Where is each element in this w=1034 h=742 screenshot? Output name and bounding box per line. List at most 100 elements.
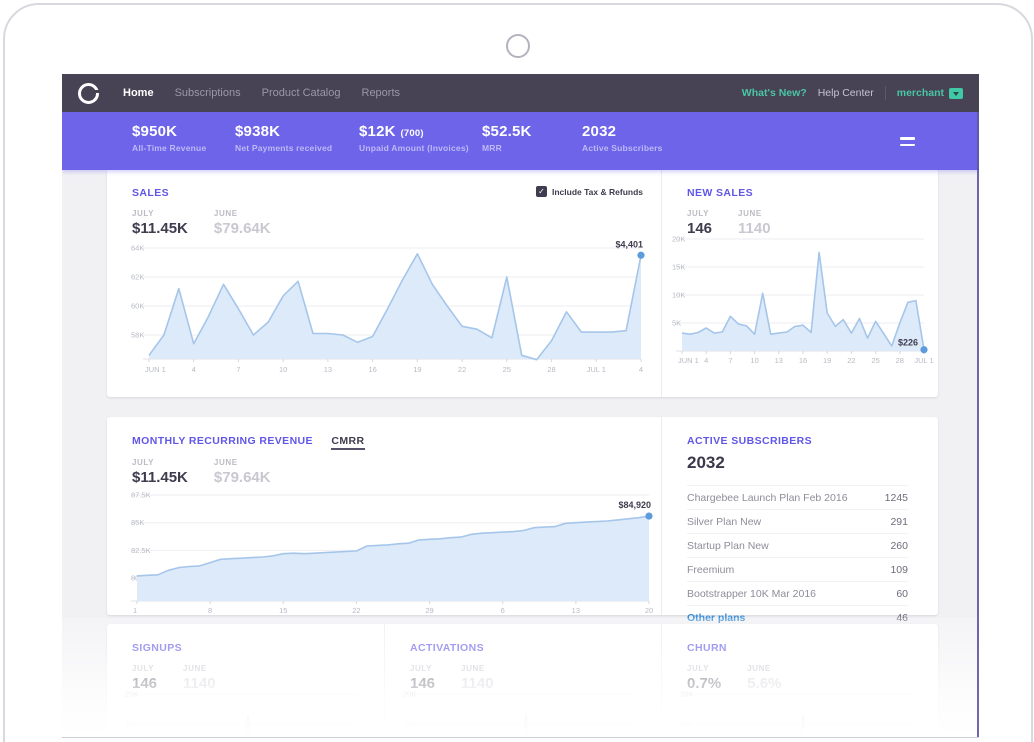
sales-card-row: SALES ✓ Include Tax & Refunds JULY $11.4… [107,169,938,397]
plan-row-bootstrapper-10k-mar-2016[interactable]: Bootstrapper 10K Mar 2016 60 [687,581,908,605]
new-sales-june-label: JUNE [738,209,762,218]
activations-title: ACTIVATIONS [410,642,485,654]
svg-text:15K: 15K [672,263,685,272]
svg-text:19: 19 [823,356,831,365]
svg-text:$4,401: $4,401 [615,239,643,249]
active-subscribers-total: 2032 [687,453,725,472]
sales-july-label: JULY [132,209,155,218]
include-tax-label: Include Tax & Refunds [552,186,643,197]
svg-text:16: 16 [799,356,807,365]
mrr-month-values: JULY $11.45K JUNE $79.64K [132,458,661,486]
nav-item-product-catalog[interactable]: Product Catalog [261,87,341,99]
svg-text:$226: $226 [898,338,918,348]
churn-chart: 20K 15K [680,686,920,737]
sales-section: SALES ✓ Include Tax & Refunds JULY $11.4… [107,169,661,397]
svg-text:15K: 15K [125,720,138,729]
sales-june-label: JUNE [213,209,238,218]
svg-text:JUL 1: JUL 1 [914,356,933,365]
stat-net-payments-received: $938K Net Payments received [235,123,333,153]
nav-item-subscriptions[interactable]: Subscriptions [174,87,241,99]
svg-text:13: 13 [324,365,332,374]
mrr-title: MONTHLY RECURRING REVENUE [132,435,313,447]
new-sales-july-label: JULY [687,209,710,218]
mrr-july-label: JULY [132,458,155,467]
stat-all-time-revenue: $950K All-Time Revenue [132,123,207,153]
svg-text:20K: 20K [680,690,693,699]
svg-text:22: 22 [352,606,360,615]
signups-title: SIGNUPS [132,642,183,654]
svg-text:85K: 85K [131,518,144,527]
stat-unpaid-amount-invoices: $12K (700) Unpaid Amount (Invoices) [359,123,469,153]
chargebee-logo-icon[interactable] [78,82,99,104]
nav-item-home[interactable]: Home [123,87,154,99]
svg-text:64K: 64K [131,244,144,253]
tablet-frame: Home Subscriptions Product Catalog Reports … [3,3,1033,742]
svg-text:58K: 58K [131,331,144,340]
cmrr-tab[interactable]: CMRR [331,435,365,450]
top-nav: Home Subscriptions Product Catalog Reports … [62,74,979,112]
svg-text:16: 16 [368,365,376,374]
sales-month-values: JULY $11.45K JUNE $79.64K [132,209,661,237]
new-sales-chart: 20K 15K 10K 5K JUN 1 4 7 10 13 16 19 22 25 28 JUL 1 $22… [670,231,934,369]
svg-text:JUL 1: JUL 1 [587,365,606,374]
nav-divider [884,86,886,100]
menu-equals-icon[interactable] [900,137,915,150]
svg-text:20K: 20K [672,235,685,244]
mrr-june-label: JUNE [213,458,238,467]
sales-chart: 64K 62K 60K 58K JUN 1 4 7 10 13 16 19 22 25 28 JUL 1 4 $… [125,235,649,381]
svg-text:6: 6 [501,606,505,615]
svg-text:25: 25 [503,365,511,374]
svg-text:22: 22 [458,365,466,374]
svg-text:10: 10 [279,365,287,374]
svg-text:20: 20 [645,606,653,615]
signups-june-label: JUNE [183,664,207,673]
signups-section: SIGNUPS JULY 146 JUNE 1140 20K 15K [107,624,384,737]
signups-july-label: JULY [132,664,155,673]
svg-text:29: 29 [425,606,433,615]
svg-text:15K: 15K [403,720,416,729]
stat-mrr: $52.5K MRR [482,123,532,153]
svg-text:13: 13 [775,356,783,365]
plan-row-startup-plan-new[interactable]: Startup Plan New 260 [687,533,908,557]
svg-text:7: 7 [236,365,240,374]
plan-row-silver-plan-new[interactable]: Silver Plan New 291 [687,509,908,533]
bottom-card-row: SIGNUPS JULY 146 JUNE 1140 20K 15K [107,624,938,737]
new-sales-section: NEW SALES JULY 146 JUNE 1140 20K 15K 10K [661,169,938,397]
include-tax-checkbox[interactable]: ✓ Include Tax & Refunds [536,186,643,197]
svg-text:82.5K: 82.5K [131,546,151,555]
svg-text:20K: 20K [125,690,138,699]
churn-june-label: JUNE [747,664,771,673]
new-sales-month-values: JULY 146 JUNE 1140 [687,209,938,237]
svg-text:87.5K: 87.5K [131,491,151,500]
nav-item-reports[interactable]: Reports [361,87,401,99]
svg-text:JUN 1: JUN 1 [145,365,166,374]
svg-text:22: 22 [847,356,855,365]
merchant-menu[interactable]: merchant [897,87,963,99]
svg-text:15: 15 [279,606,287,615]
active-subscribers-title: ACTIVE SUBSCRIBERS [687,435,813,447]
nav-right: What's New? Help Center merchant [742,86,963,100]
stat-active-subscribers: 2032 Active Subscribers [582,123,663,153]
activations-chart: 20K 15K [403,686,643,737]
dashboard-content: SALES ✓ Include Tax & Refunds JULY $11.4… [62,169,979,737]
sales-title: SALES [132,187,170,199]
svg-text:8: 8 [208,606,212,615]
plans-list: Chargebee Launch Plan Feb 2016 1245 Silver… [687,485,938,629]
mrr-section: MONTHLY RECURRING REVENUE CMRR JULY $11.… [107,417,661,615]
svg-text:20K: 20K [403,690,416,699]
screen-right-edge [977,112,979,737]
chevron-down-icon [949,87,963,99]
plan-row-freemium[interactable]: Freemium 109 [687,557,908,581]
svg-text:$84,920: $84,920 [618,500,651,510]
churn-title: CHURN [687,642,727,654]
activations-june-label: JUNE [461,664,485,673]
svg-text:JUN 1: JUN 1 [678,356,699,365]
svg-text:4: 4 [192,365,196,374]
dashboard-screen: Home Subscriptions Product Catalog Reports … [62,74,979,737]
checkbox-checked-icon: ✓ [536,186,547,197]
help-center-link[interactable]: Help Center [817,87,874,99]
plan-row-chargebee-launch-plan-feb-2016[interactable]: Chargebee Launch Plan Feb 2016 1245 [687,485,908,509]
whats-new-link[interactable]: What's New? [741,87,807,99]
